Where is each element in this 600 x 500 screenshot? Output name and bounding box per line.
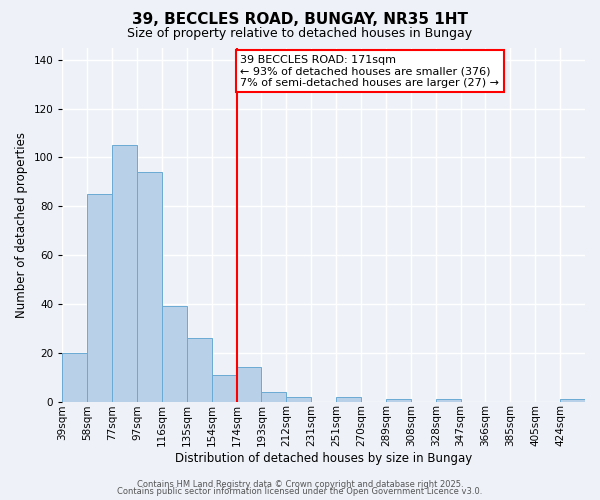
Bar — [162, 306, 187, 402]
Bar — [386, 399, 411, 402]
Bar — [112, 145, 137, 402]
Bar — [87, 194, 112, 402]
Bar — [336, 396, 361, 402]
Bar — [137, 172, 162, 402]
Text: 39, BECCLES ROAD, BUNGAY, NR35 1HT: 39, BECCLES ROAD, BUNGAY, NR35 1HT — [132, 12, 468, 28]
Text: 39 BECCLES ROAD: 171sqm
← 93% of detached houses are smaller (376)
7% of semi-de: 39 BECCLES ROAD: 171sqm ← 93% of detache… — [240, 55, 499, 88]
Text: Size of property relative to detached houses in Bungay: Size of property relative to detached ho… — [127, 28, 473, 40]
Bar — [262, 392, 286, 402]
Bar — [62, 352, 87, 402]
Text: Contains public sector information licensed under the Open Government Licence v3: Contains public sector information licen… — [118, 487, 482, 496]
X-axis label: Distribution of detached houses by size in Bungay: Distribution of detached houses by size … — [175, 452, 472, 465]
Bar — [436, 399, 461, 402]
Bar — [560, 399, 585, 402]
Bar — [236, 368, 262, 402]
Text: Contains HM Land Registry data © Crown copyright and database right 2025.: Contains HM Land Registry data © Crown c… — [137, 480, 463, 489]
Y-axis label: Number of detached properties: Number of detached properties — [15, 132, 28, 318]
Bar — [286, 396, 311, 402]
Bar — [187, 338, 212, 402]
Bar — [212, 374, 236, 402]
